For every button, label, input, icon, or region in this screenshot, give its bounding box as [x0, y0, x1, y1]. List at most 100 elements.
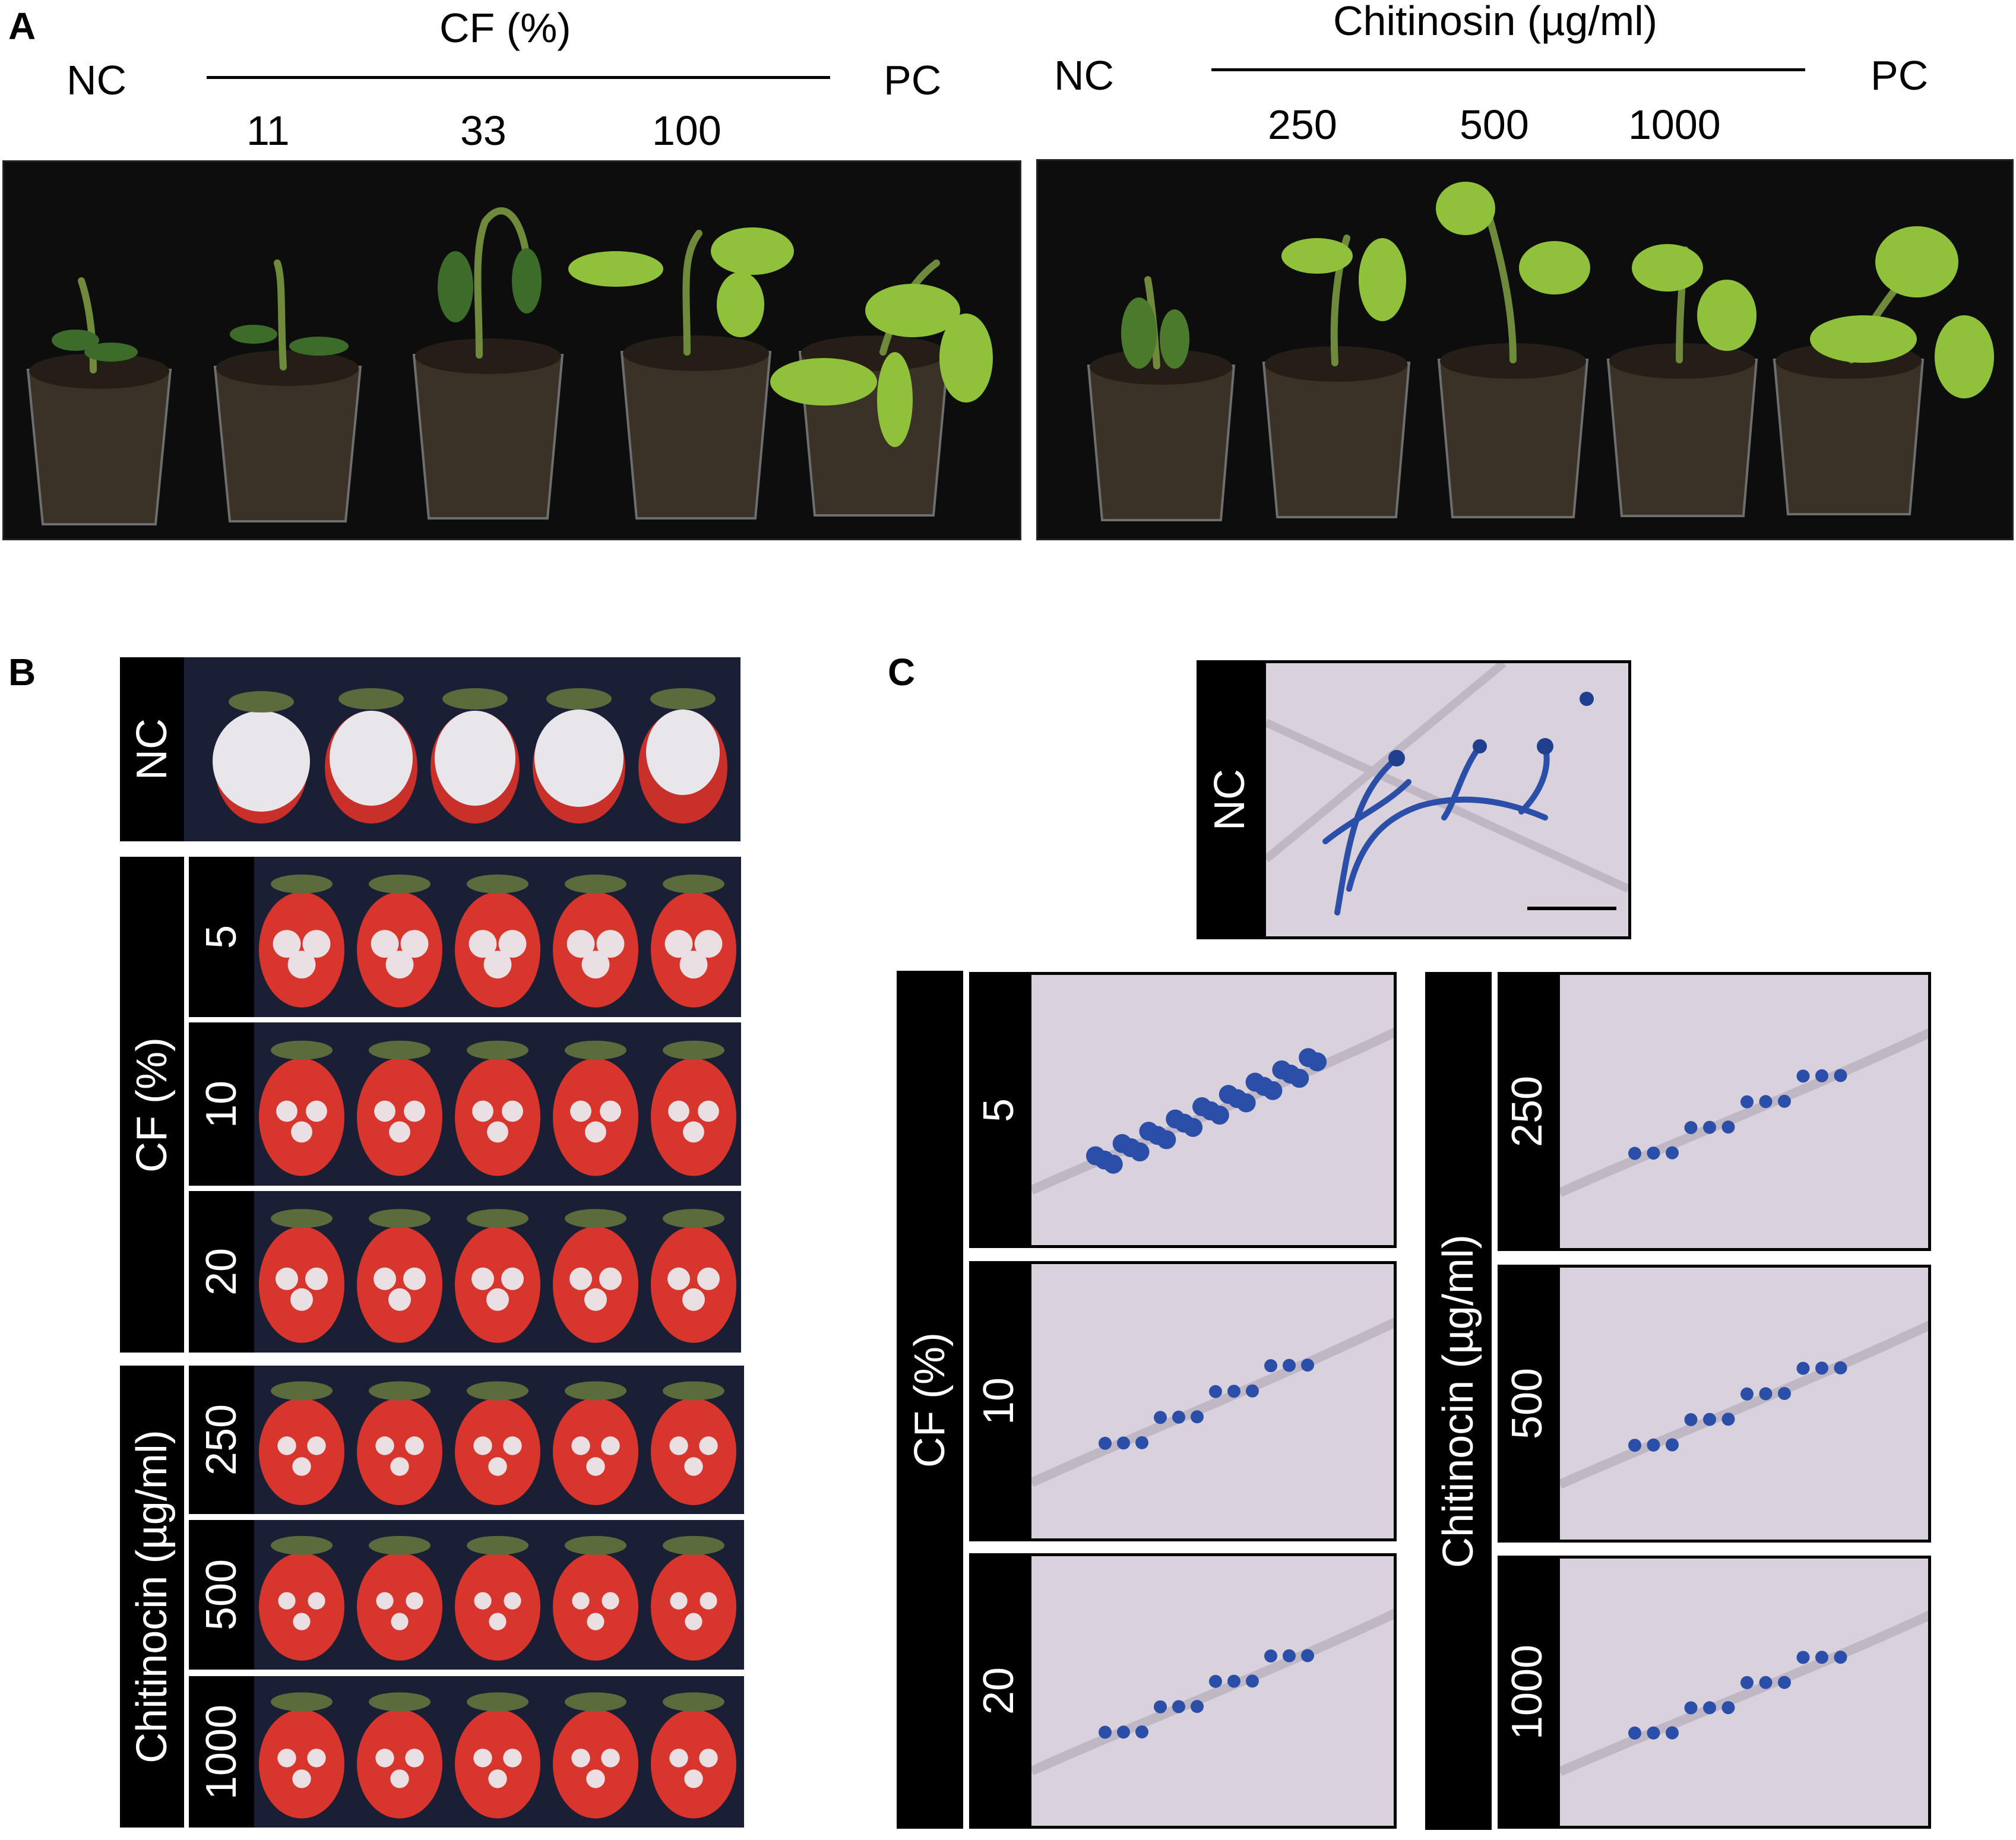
mold-spot — [699, 1749, 718, 1768]
a-left-group-line — [207, 76, 830, 79]
strawberry-calyx — [467, 1535, 528, 1555]
stained-spore — [1796, 1361, 1810, 1375]
strawberry — [553, 1226, 638, 1343]
stained-spore — [1227, 1385, 1240, 1398]
mold-spot — [371, 930, 399, 958]
stained-spore — [1815, 1069, 1828, 1082]
mold-spot — [587, 1613, 605, 1630]
stained-spore — [1666, 1726, 1679, 1740]
stained-spore — [1796, 1651, 1810, 1664]
panel-c-letter: C — [888, 651, 916, 693]
stained-spore — [1209, 1385, 1222, 1398]
strawberry — [651, 892, 736, 1008]
mold-spot — [572, 1592, 590, 1610]
strawberry — [553, 892, 638, 1008]
mold-spot — [473, 1436, 492, 1455]
stained-spore — [1740, 1095, 1754, 1109]
strawberry-calyx — [271, 874, 333, 894]
strawberry — [651, 1226, 736, 1343]
strawberry-calyx — [565, 1209, 626, 1228]
mold-spot — [375, 1749, 394, 1768]
mold-spot — [698, 1100, 719, 1122]
stained-spore — [1172, 1700, 1185, 1714]
mold-spot — [486, 1288, 509, 1311]
stained-spore — [1103, 1154, 1123, 1174]
strawberry-calyx — [565, 1381, 626, 1401]
mold-spot — [700, 1592, 717, 1610]
c-cf-dose-2: 10 — [975, 1377, 1023, 1426]
strawberry-calyx — [467, 1040, 528, 1060]
stained-spore — [1628, 1147, 1641, 1160]
stained-spore — [1684, 1413, 1698, 1426]
mold-spot — [406, 1592, 423, 1610]
mold-spot — [293, 1613, 311, 1630]
mold-spot — [682, 1288, 705, 1311]
mold-spot — [277, 1749, 296, 1768]
stained-spore — [1721, 1701, 1735, 1715]
c-chit-dose-1: 250 — [1504, 1075, 1551, 1148]
b-chit-dose-3: 1000 — [198, 1704, 245, 1800]
stained-spore — [1684, 1121, 1698, 1135]
hypha — [1031, 1608, 1394, 1776]
strawberry-calyx — [565, 1692, 626, 1712]
strawberry — [259, 1226, 344, 1343]
mold-spot — [489, 1613, 507, 1630]
c-cf-dose-bar-1: 5 — [969, 972, 1028, 1248]
mold-spot — [292, 1457, 311, 1476]
mold-spot — [601, 1436, 620, 1455]
mold-spot — [694, 930, 723, 958]
strawberry-calyx — [565, 1535, 626, 1555]
b-chit-dose-1: 250 — [198, 1404, 245, 1476]
b-nc-label-bar: NC — [120, 657, 184, 841]
c-micrograph-4 — [1557, 972, 1931, 1251]
strawberry — [651, 1398, 736, 1505]
strawberry — [455, 1553, 540, 1661]
stained-spore — [1183, 1117, 1203, 1137]
strawberry — [357, 1226, 442, 1343]
c-micrograph-2 — [1028, 1261, 1397, 1541]
strawberry — [357, 892, 442, 1008]
stained-spore — [1290, 1069, 1309, 1088]
b-strawberry-row-5 — [254, 1520, 744, 1670]
c-nc-label-bar: NC — [1197, 660, 1263, 939]
mold-spot — [503, 1749, 522, 1768]
strawberry — [259, 1058, 344, 1176]
strawberry-calyx — [271, 1209, 333, 1228]
mold-spot — [502, 1100, 523, 1122]
b-cf-dose-2: 10 — [198, 1080, 245, 1128]
mold-spot — [699, 1436, 718, 1455]
a-right-dose-3: 1000 — [1628, 102, 1721, 148]
mold-spot — [389, 1121, 410, 1143]
mold-spot — [685, 1613, 702, 1630]
b-cf-dose-1: 5 — [198, 924, 245, 949]
stained-spore — [1759, 1676, 1773, 1689]
stained-spore — [1721, 1413, 1735, 1426]
b-strawberry-row-1 — [254, 857, 741, 1017]
strawberry-calyx — [271, 1040, 333, 1060]
b-chit-group-bar: Chitinocin (µg/ml) — [120, 1366, 184, 1828]
strawberry-calyx — [663, 1692, 724, 1712]
b-cf-dose-bar-3: 20 — [189, 1191, 254, 1353]
mold-spot — [278, 1592, 296, 1610]
b-nc-label: NC — [128, 718, 176, 780]
b-chit-group-label: Chitinocin (µg/ml) — [128, 1430, 176, 1763]
stained-spore — [1647, 1438, 1660, 1452]
mold-spot — [501, 1267, 524, 1290]
mold-spot — [474, 1592, 492, 1610]
mold-spot — [684, 1769, 703, 1788]
mold-spot — [599, 1267, 622, 1290]
strawberry-calyx — [565, 1040, 626, 1060]
mold-spot — [571, 1749, 590, 1768]
mold-spot — [374, 1267, 396, 1290]
strawberry — [357, 1058, 442, 1176]
mold-spot — [305, 1267, 328, 1290]
strawberry — [259, 892, 344, 1008]
c-cf-group-bar: CF (%) — [897, 971, 963, 1829]
stained-spore — [1264, 1359, 1277, 1373]
stained-spore — [1759, 1095, 1773, 1109]
stained-spore — [1154, 1700, 1167, 1714]
mold-spot — [483, 951, 512, 978]
strawberry-calyx — [369, 1535, 431, 1555]
b-strawberry-row-2 — [254, 1022, 741, 1186]
mold-spot — [669, 1749, 688, 1768]
